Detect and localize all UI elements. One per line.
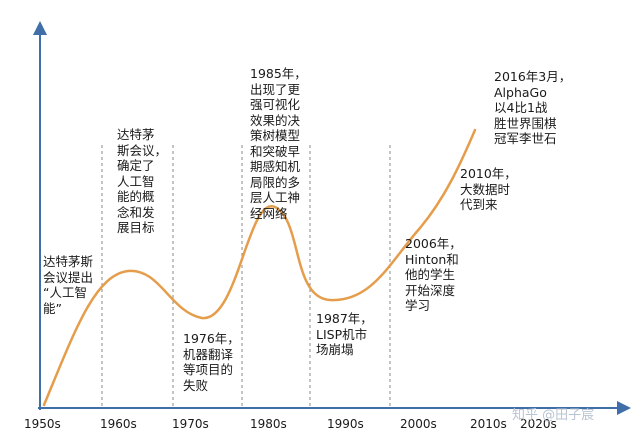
annotation-alphago-2016: 2016年3月， AlphaGo 以4比1战 胜世界围棋 冠军李世石	[494, 69, 572, 146]
era-dividers	[101, 145, 391, 407]
x-tick-label: 1970s	[172, 417, 209, 431]
annotation-big-data-2010: 2010年， 大数据时 代到来	[460, 166, 517, 212]
x-tick-label: 2010s	[470, 417, 507, 431]
annotation-dartmouth-conference: 达特茅 斯会议， 确定了 人工智 能的概 念和发 展目标	[117, 127, 168, 235]
x-tick-label: 1990s	[327, 417, 364, 431]
ai-development-curve	[42, 128, 477, 407]
annotation-hinton-2006: 2006年， Hinton和 他的学生 开始深度 学习	[405, 236, 462, 313]
watermark: 知乎 @田子宸	[512, 408, 595, 423]
annotation-mt-failure-1976: 1976年， 机器翻译 等项目的 失败	[183, 331, 240, 393]
x-tick-label: 1960s	[100, 417, 137, 431]
annotation-lisp-crash-1987: 1987年， LISP机市 场崩塌	[316, 311, 373, 357]
x-tick-label: 2020s	[520, 417, 557, 431]
annotation-dartmouth-proposal: 达特茅斯 会议提出 “人工智 能”	[43, 254, 94, 316]
annotation-neural-net-1985: 1985年， 出现了更 强可视化 效果的决 策树模型 和突破早 期感知机 局限的…	[250, 66, 307, 221]
x-tick-label: 1980s	[250, 417, 287, 431]
x-tick-label: 1950s	[24, 417, 61, 431]
x-tick-label: 2000s	[400, 417, 437, 431]
